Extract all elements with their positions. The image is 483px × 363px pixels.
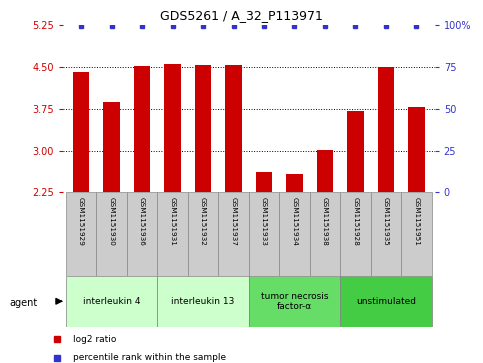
Text: unstimulated: unstimulated [356, 297, 416, 306]
Text: GSM1151936: GSM1151936 [139, 197, 145, 245]
Text: log2 ratio: log2 ratio [73, 335, 116, 344]
FancyBboxPatch shape [188, 192, 218, 276]
Bar [195, 65, 212, 192]
FancyBboxPatch shape [218, 192, 249, 276]
Bar [408, 107, 425, 192]
Bar [378, 66, 394, 192]
Text: GSM1151930: GSM1151930 [109, 197, 114, 245]
FancyBboxPatch shape [66, 192, 96, 276]
FancyBboxPatch shape [370, 192, 401, 276]
FancyBboxPatch shape [310, 192, 340, 276]
Bar [347, 111, 364, 192]
FancyBboxPatch shape [66, 276, 157, 327]
Bar [164, 64, 181, 192]
FancyBboxPatch shape [249, 192, 279, 276]
Text: percentile rank within the sample: percentile rank within the sample [73, 353, 226, 362]
FancyBboxPatch shape [340, 192, 370, 276]
FancyBboxPatch shape [157, 192, 188, 276]
Text: interleukin 4: interleukin 4 [83, 297, 141, 306]
FancyBboxPatch shape [279, 192, 310, 276]
Text: GSM1151935: GSM1151935 [383, 197, 389, 245]
Bar [134, 66, 150, 192]
Text: agent: agent [10, 298, 38, 308]
Bar [103, 102, 120, 192]
Text: GSM1151934: GSM1151934 [291, 197, 298, 245]
Text: tumor necrosis
factor-α: tumor necrosis factor-α [261, 291, 328, 311]
FancyBboxPatch shape [340, 276, 432, 327]
Bar [286, 174, 303, 192]
Bar [316, 150, 333, 192]
Bar [73, 72, 89, 192]
Text: GSM1151937: GSM1151937 [230, 197, 237, 245]
Text: GSM1151938: GSM1151938 [322, 197, 328, 245]
FancyBboxPatch shape [157, 276, 249, 327]
Text: GSM1151929: GSM1151929 [78, 197, 84, 245]
Text: GSM1151931: GSM1151931 [170, 197, 175, 245]
Bar [256, 172, 272, 192]
Text: interleukin 13: interleukin 13 [171, 297, 235, 306]
FancyBboxPatch shape [401, 192, 432, 276]
Text: GDS5261 / A_32_P113971: GDS5261 / A_32_P113971 [160, 9, 323, 22]
Text: GSM1151928: GSM1151928 [353, 197, 358, 245]
Text: GSM1151933: GSM1151933 [261, 197, 267, 245]
FancyBboxPatch shape [127, 192, 157, 276]
Text: GSM1151951: GSM1151951 [413, 197, 419, 245]
FancyBboxPatch shape [249, 276, 340, 327]
Bar [225, 65, 242, 192]
Text: GSM1151932: GSM1151932 [200, 197, 206, 245]
FancyBboxPatch shape [96, 192, 127, 276]
